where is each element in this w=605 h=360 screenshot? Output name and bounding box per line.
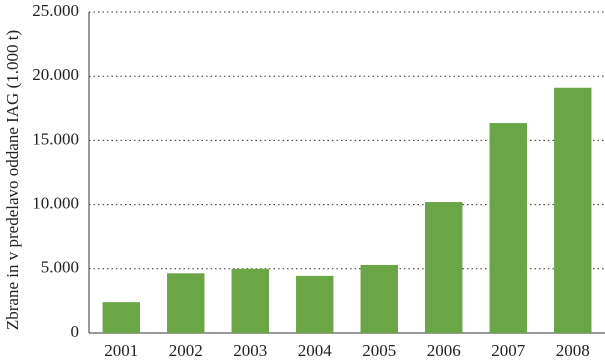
bar [360, 264, 398, 333]
y-tick-label: 15.000 [32, 129, 79, 148]
x-tick-label: 2003 [233, 341, 267, 360]
y-tick-label: 20.000 [32, 65, 79, 84]
y-tick-label: 10.000 [32, 194, 79, 213]
x-tick-label: 2001 [104, 341, 138, 360]
y-tick-label: 0 [71, 322, 80, 341]
y-tick-label: 5.000 [41, 258, 79, 277]
y-axis-label: Zbrane in v predelavo oddane IAG (1.000 … [3, 30, 22, 330]
bar [554, 87, 592, 333]
x-tick-label: 2004 [298, 341, 333, 360]
y-tick-label: 25.000 [32, 1, 79, 20]
bar [425, 202, 463, 333]
x-tick-label: 2005 [362, 341, 396, 360]
x-tick-label: 2008 [556, 341, 590, 360]
x-tick-label: 2007 [491, 341, 526, 360]
x-tick-label: 2002 [169, 341, 203, 360]
bar [296, 275, 334, 333]
x-tick-label: 2006 [427, 341, 461, 360]
bar [167, 273, 205, 333]
bar [231, 268, 269, 333]
bar [489, 123, 527, 333]
bar [102, 302, 140, 333]
